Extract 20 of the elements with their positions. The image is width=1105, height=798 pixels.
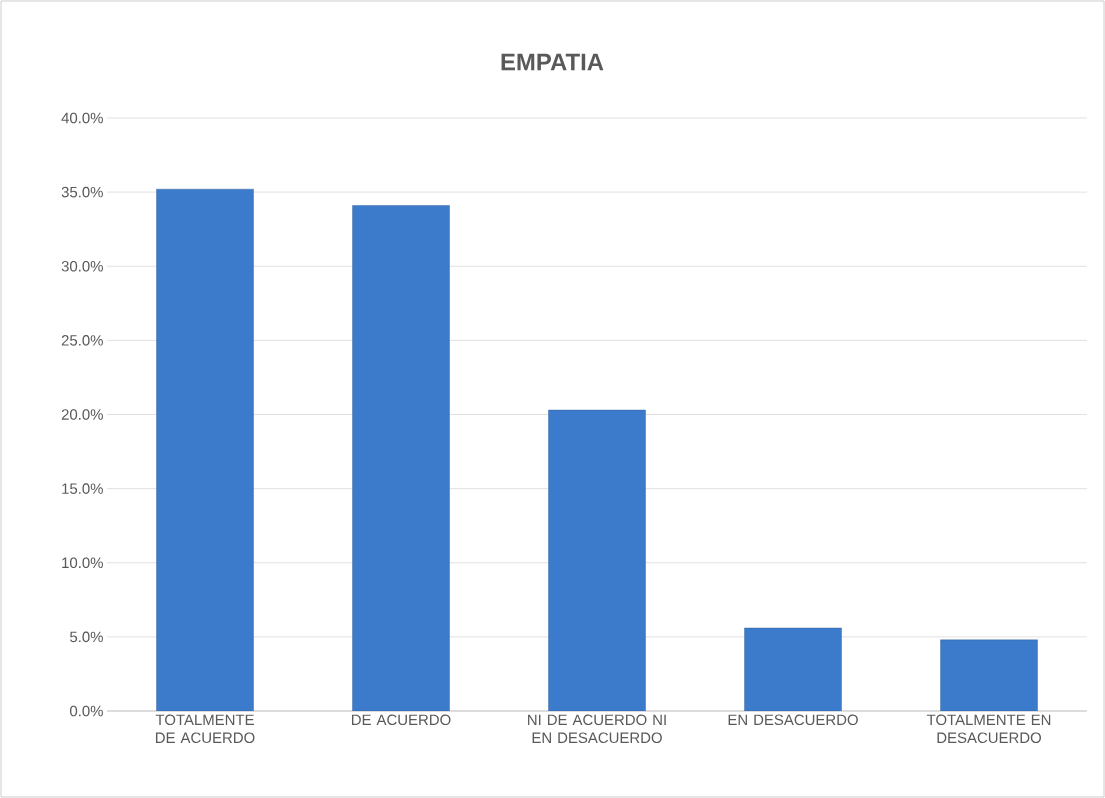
y-tick-label: 35.0% bbox=[61, 186, 103, 198]
y-tick-label: 20.0% bbox=[61, 409, 103, 420]
y-tick-label: 5.0% bbox=[70, 631, 103, 643]
bar bbox=[352, 205, 450, 711]
bar bbox=[744, 627, 842, 711]
bar bbox=[940, 639, 1038, 711]
y-tick-label: 10.0% bbox=[62, 557, 103, 569]
y-tick-label: 40.0% bbox=[61, 112, 103, 124]
x-tick-label: NI DE ACUERDO NI EN DESACUERDO bbox=[528, 714, 666, 744]
y-tick-label: 25.0% bbox=[61, 335, 103, 346]
y-tick-label: 30.0% bbox=[61, 260, 103, 272]
x-tick-label: TOTALMENTE DE ACUERDO bbox=[155, 714, 255, 744]
x-tick-label: EN DESACUERDO bbox=[728, 714, 858, 726]
bar bbox=[156, 188, 254, 711]
x-tick-label: TOTALMENTE EN DESACUERDO bbox=[926, 714, 1051, 744]
bar bbox=[548, 409, 646, 711]
chart-title: EMPATIA bbox=[501, 53, 604, 71]
y-tick-label: 15.0% bbox=[62, 483, 103, 494]
y-tick-label: 0.0% bbox=[70, 705, 103, 717]
x-tick-label: DE ACUERDO bbox=[351, 714, 451, 726]
